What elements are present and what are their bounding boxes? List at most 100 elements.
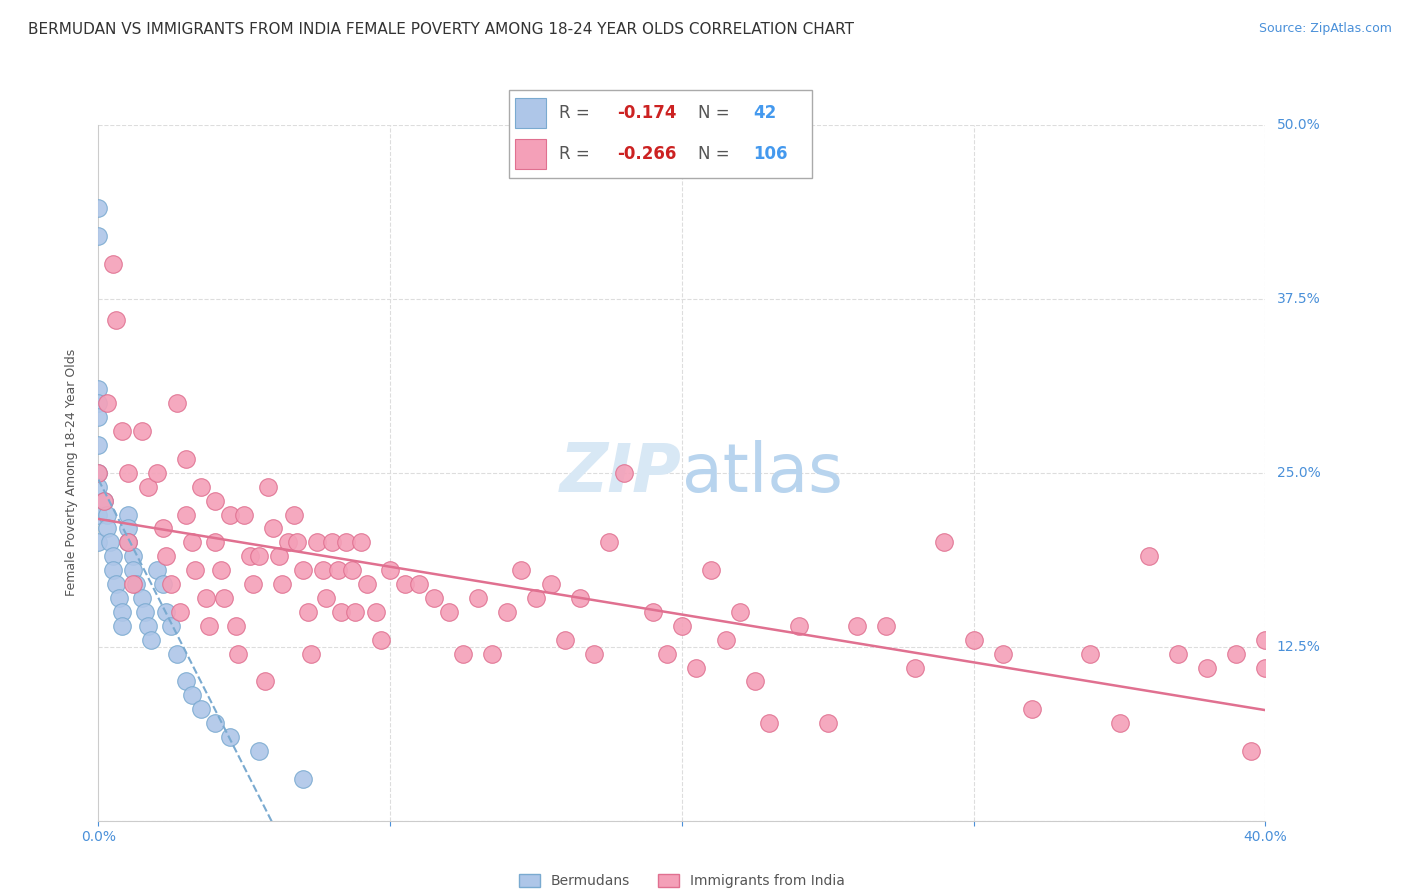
Point (212, 591, 235, 605)
Point (174, 674, 197, 689)
Point (180, 689, 202, 703)
Point (87, 438, 110, 452)
Point (598, 535, 620, 549)
Point (242, 577, 264, 591)
Point (326, 563, 349, 577)
Point (225, 619, 247, 633)
Point (700, 563, 723, 577)
Point (758, 716, 780, 731)
Point (122, 549, 145, 564)
Point (101, 563, 124, 577)
Point (160, 577, 183, 591)
Point (394, 577, 416, 591)
Point (87, 535, 110, 549)
Point (285, 535, 308, 549)
Point (817, 716, 839, 731)
Legend: Bermudans, Immigrants from India: Bermudans, Immigrants from India (513, 869, 851, 892)
Point (228, 647, 250, 661)
Point (904, 660, 927, 674)
Point (481, 647, 503, 661)
Point (87, 466, 110, 480)
Point (152, 577, 174, 591)
Point (101, 257, 124, 271)
Point (423, 591, 446, 605)
Point (1254, 632, 1277, 647)
Point (136, 480, 159, 494)
Point (1225, 647, 1247, 661)
Point (87, 202, 110, 216)
Point (612, 466, 634, 480)
Point (467, 591, 489, 605)
Text: R =: R = (558, 104, 589, 122)
Point (146, 563, 169, 577)
Point (370, 632, 392, 647)
Point (198, 619, 221, 633)
Point (174, 451, 197, 466)
Point (96, 396, 118, 410)
Point (111, 619, 134, 633)
Point (583, 647, 606, 661)
Point (350, 535, 373, 549)
FancyBboxPatch shape (516, 139, 547, 169)
Point (335, 535, 357, 549)
Point (291, 772, 314, 786)
Text: N =: N = (697, 145, 730, 163)
Point (218, 508, 240, 522)
Point (190, 480, 212, 494)
Point (117, 535, 139, 549)
Point (134, 605, 156, 619)
Point (787, 619, 810, 633)
Point (195, 591, 218, 605)
Point (342, 563, 364, 577)
Point (568, 591, 591, 605)
Point (312, 563, 335, 577)
Point (641, 605, 664, 619)
Point (271, 577, 294, 591)
Point (218, 730, 240, 744)
Point (117, 508, 139, 522)
Point (93, 493, 115, 508)
Point (180, 535, 202, 549)
Point (87, 229, 110, 244)
Point (169, 605, 191, 619)
Point (209, 563, 232, 577)
Point (155, 605, 177, 619)
Point (315, 591, 337, 605)
Point (1195, 660, 1218, 674)
Point (344, 605, 367, 619)
Point (190, 702, 212, 716)
Text: BERMUDAN VS IMMIGRANTS FROM INDIA FEMALE POVERTY AMONG 18-24 YEAR OLDS CORRELATI: BERMUDAN VS IMMIGRANTS FROM INDIA FEMALE… (28, 22, 853, 37)
Point (239, 549, 262, 564)
Point (1284, 716, 1306, 731)
Point (524, 591, 547, 605)
Point (875, 619, 897, 633)
Point (256, 480, 278, 494)
Point (554, 632, 576, 647)
Point (204, 493, 226, 508)
Point (87, 466, 110, 480)
Point (845, 619, 868, 633)
Point (166, 396, 188, 410)
Point (104, 312, 127, 326)
Point (283, 508, 305, 522)
Point (671, 619, 693, 633)
Point (125, 577, 148, 591)
Point (510, 563, 533, 577)
Point (204, 716, 226, 731)
Point (146, 466, 169, 480)
Point (262, 521, 284, 535)
FancyBboxPatch shape (509, 90, 813, 178)
Text: 50.0%: 50.0% (1277, 118, 1320, 132)
Point (1240, 744, 1263, 758)
Point (87, 410, 110, 425)
Text: Source: ZipAtlas.com: Source: ZipAtlas.com (1258, 22, 1392, 36)
Point (451, 647, 474, 661)
Point (155, 549, 177, 564)
Point (269, 549, 291, 564)
Point (111, 605, 134, 619)
Text: atlas: atlas (682, 440, 842, 506)
Point (122, 577, 145, 591)
Point (87, 396, 110, 410)
Point (98, 535, 121, 549)
Point (437, 605, 460, 619)
